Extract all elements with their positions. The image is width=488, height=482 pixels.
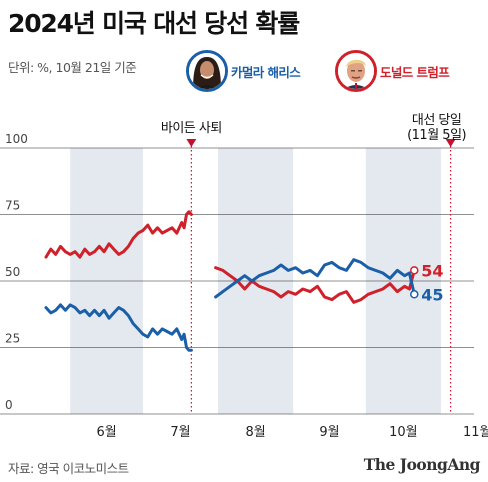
trump-portrait-icon (335, 50, 377, 92)
legend-trump-label: 도널드 트럼프 (380, 64, 450, 80)
month-label: 6월 (96, 425, 116, 440)
event-marker-icon (186, 139, 197, 147)
series-end-label: 54 (421, 261, 443, 280)
unit-note: 단위: %, 10월 21일 기준 (8, 60, 137, 75)
harris-portrait-icon (186, 50, 228, 92)
gridlines (0, 147, 474, 415)
y-tick-label: 0 (5, 398, 13, 412)
event-markers (186, 139, 456, 414)
chart-labels: 6월 7월 8월 9월 10월 11월 0 25 50 75 100 바이든 사퇴 대선 당일(11월 … (5, 113, 488, 440)
event-marker-icon (445, 139, 456, 147)
series-line (214, 258, 416, 299)
chart-title: 2024년 미국 대선 당선 확률 (8, 9, 300, 38)
series-end-point (410, 266, 419, 275)
month-label: 7월 (170, 425, 190, 440)
event-label: 대선 당일 (412, 113, 461, 128)
legend-harris: 카멀라 해리스 (186, 50, 301, 92)
legend-trump: 도널드 트럼프 (335, 50, 450, 92)
month-label: 8월 (245, 425, 265, 440)
series-line (214, 266, 416, 304)
series-end-label: 45 (421, 285, 443, 304)
month-label: 10월 (389, 425, 418, 440)
month-label: 9월 (319, 425, 339, 440)
event-sublabel: (11월 5일) (407, 128, 466, 143)
series-lines (44, 210, 419, 352)
source-note: 자료: 영국 이코노미스트 (8, 461, 129, 476)
y-tick-label: 50 (5, 265, 20, 279)
month-label: 11월 (463, 425, 488, 440)
y-tick-label: 75 (5, 199, 20, 213)
event-label: 바이든 사퇴 (161, 121, 222, 136)
legend-harris-label: 카멀라 해리스 (231, 64, 301, 80)
series-line (44, 210, 193, 259)
series-line (44, 303, 193, 352)
series-end-point (410, 290, 419, 299)
y-tick-label: 25 (5, 332, 20, 346)
brand-logo: The JoongAng (363, 455, 481, 474)
y-tick-label: 100 (5, 132, 28, 146)
